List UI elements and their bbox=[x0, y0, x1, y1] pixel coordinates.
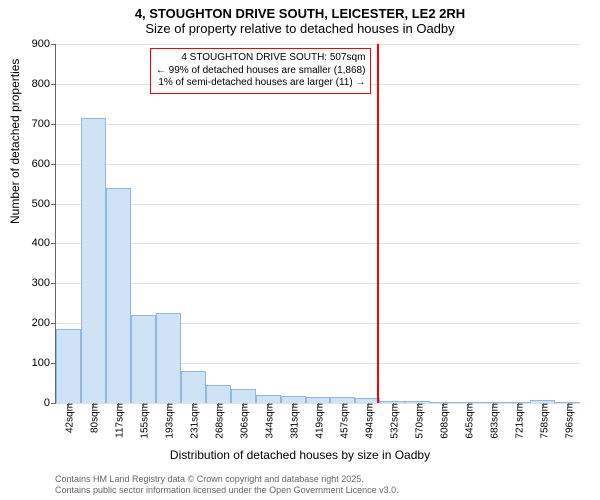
ytick-mark bbox=[51, 44, 56, 45]
xtick-mark bbox=[368, 403, 369, 408]
ytick-mark bbox=[51, 204, 56, 205]
xtick-mark bbox=[493, 403, 494, 408]
reference-marker-line bbox=[377, 44, 379, 403]
xtick-mark bbox=[118, 403, 119, 408]
gridline bbox=[56, 243, 580, 244]
xtick-label: 419sqm bbox=[311, 403, 326, 439]
histogram-bar bbox=[206, 385, 231, 403]
ytick-mark bbox=[51, 124, 56, 125]
chart-plot-area: 010020030040050060070080090042sqm80sqm11… bbox=[55, 44, 580, 404]
xtick-label: 117sqm bbox=[111, 403, 126, 438]
xtick-label: 570sqm bbox=[410, 403, 425, 439]
xtick-label: 344sqm bbox=[261, 403, 276, 439]
xtick-mark bbox=[218, 403, 219, 408]
xtick-label: 306sqm bbox=[236, 403, 251, 439]
main-title-line2: Size of property relative to detached ho… bbox=[0, 21, 600, 36]
ytick-mark bbox=[51, 323, 56, 324]
ytick-mark bbox=[51, 403, 56, 404]
xtick-mark bbox=[418, 403, 419, 408]
xtick-label: 193sqm bbox=[161, 403, 176, 439]
gridline bbox=[56, 124, 580, 125]
histogram-bar bbox=[281, 396, 306, 403]
marker-annotation-box: 4 STOUGHTON DRIVE SOUTH: 507sqm← 99% of … bbox=[150, 48, 372, 94]
histogram-bar bbox=[256, 395, 281, 403]
xtick-mark bbox=[443, 403, 444, 408]
xtick-mark bbox=[168, 403, 169, 408]
xtick-mark bbox=[343, 403, 344, 408]
xtick-label: 796sqm bbox=[560, 403, 575, 439]
histogram-bar bbox=[181, 371, 206, 403]
ytick-mark bbox=[51, 283, 56, 284]
annotation-line: ← 99% of detached houses are smaller (1,… bbox=[156, 65, 366, 78]
xtick-mark bbox=[293, 403, 294, 408]
xtick-mark bbox=[93, 403, 94, 408]
gridline bbox=[56, 164, 580, 165]
xtick-mark bbox=[193, 403, 194, 408]
histogram-bar bbox=[231, 389, 256, 403]
xtick-mark bbox=[68, 403, 69, 408]
histogram-bar bbox=[156, 313, 181, 403]
ytick-mark bbox=[51, 164, 56, 165]
xtick-mark bbox=[143, 403, 144, 408]
histogram-bar bbox=[131, 315, 156, 403]
footer-line1: Contains HM Land Registry data © Crown c… bbox=[55, 474, 399, 485]
attribution-footer: Contains HM Land Registry data © Crown c… bbox=[55, 474, 399, 496]
xtick-label: 721sqm bbox=[510, 403, 525, 439]
xtick-mark bbox=[393, 403, 394, 408]
histogram-bar bbox=[81, 118, 106, 403]
xtick-mark bbox=[543, 403, 544, 408]
y-axis-label: Number of detached properties bbox=[8, 59, 22, 224]
ytick-mark bbox=[51, 243, 56, 244]
annotation-line: 1% of semi-detached houses are larger (1… bbox=[156, 77, 366, 90]
xtick-mark bbox=[518, 403, 519, 408]
gridline bbox=[56, 44, 580, 45]
xtick-label: 532sqm bbox=[385, 403, 400, 439]
xtick-label: 231sqm bbox=[186, 403, 201, 439]
xtick-mark bbox=[318, 403, 319, 408]
xtick-label: 381sqm bbox=[286, 403, 301, 439]
xtick-label: 457sqm bbox=[335, 403, 350, 439]
ytick-mark bbox=[51, 84, 56, 85]
gridline bbox=[56, 204, 580, 205]
histogram-bar bbox=[106, 188, 131, 403]
footer-line2: Contains public sector information licen… bbox=[55, 485, 399, 496]
xtick-label: 645sqm bbox=[460, 403, 475, 439]
xtick-mark bbox=[568, 403, 569, 408]
x-axis-label: Distribution of detached houses by size … bbox=[0, 448, 600, 462]
xtick-label: 155sqm bbox=[136, 403, 151, 439]
xtick-label: 683sqm bbox=[485, 403, 500, 439]
main-title-line1: 4, STOUGHTON DRIVE SOUTH, LEICESTER, LE2… bbox=[0, 6, 600, 21]
xtick-mark bbox=[243, 403, 244, 408]
annotation-line: 4 STOUGHTON DRIVE SOUTH: 507sqm bbox=[156, 52, 366, 65]
xtick-label: 268sqm bbox=[211, 403, 226, 439]
xtick-mark bbox=[268, 403, 269, 408]
xtick-label: 758sqm bbox=[535, 403, 550, 439]
xtick-label: 608sqm bbox=[435, 403, 450, 439]
gridline bbox=[56, 283, 580, 284]
histogram-bar bbox=[56, 329, 81, 403]
xtick-mark bbox=[468, 403, 469, 408]
xtick-label: 494sqm bbox=[360, 403, 375, 439]
